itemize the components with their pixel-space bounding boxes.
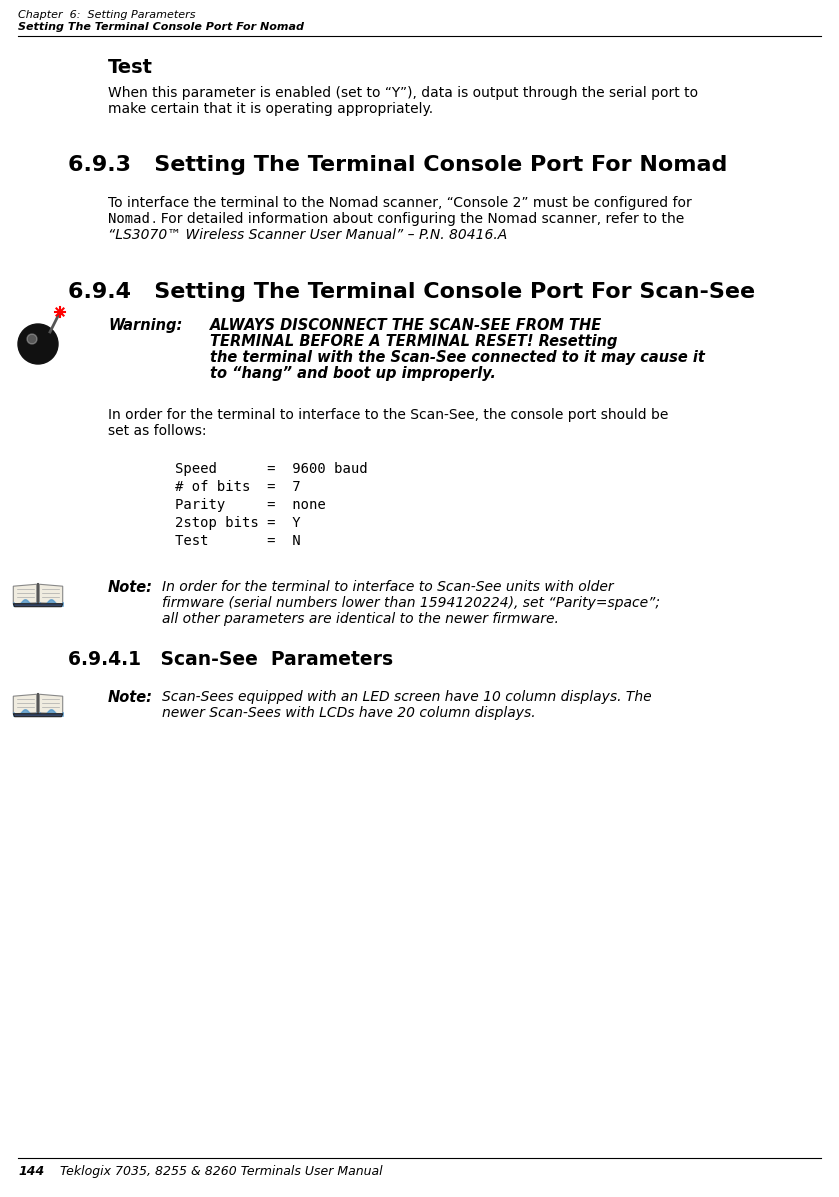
Text: to “hang” and boot up improperly.: to “hang” and boot up improperly. xyxy=(210,366,496,381)
Polygon shape xyxy=(39,694,63,713)
Text: Warning:: Warning: xyxy=(108,318,182,333)
Text: make certain that it is operating appropriately.: make certain that it is operating approp… xyxy=(108,102,433,116)
Text: 6.9.4.1   Scan-See  Parameters: 6.9.4.1 Scan-See Parameters xyxy=(68,650,393,669)
Text: 144: 144 xyxy=(18,1165,44,1178)
Text: “LS3070™ Wireless Scanner User Manual” – P.N. 80416.A: “LS3070™ Wireless Scanner User Manual” –… xyxy=(108,227,508,242)
Text: In order for the terminal to interface to Scan-See units with older: In order for the terminal to interface t… xyxy=(162,581,613,594)
Polygon shape xyxy=(13,584,37,603)
Text: Speed      =  9600 baud: Speed = 9600 baud xyxy=(175,462,367,476)
Text: When this parameter is enabled (set to “Y”), data is output through the serial p: When this parameter is enabled (set to “… xyxy=(108,86,698,101)
Text: Chapter  6:  Setting Parameters: Chapter 6: Setting Parameters xyxy=(18,10,195,20)
Text: set as follows:: set as follows: xyxy=(108,424,206,438)
Text: Teklogix 7035, 8255 & 8260 Terminals User Manual: Teklogix 7035, 8255 & 8260 Terminals Use… xyxy=(60,1165,383,1178)
Text: firmware (serial numbers lower than 1594120224), set “Parity=space”;: firmware (serial numbers lower than 1594… xyxy=(162,596,660,610)
Polygon shape xyxy=(13,713,63,717)
Circle shape xyxy=(18,324,58,364)
Text: Test: Test xyxy=(108,57,153,77)
Text: To interface the terminal to the Nomad scanner, “Console 2” must be configured f: To interface the terminal to the Nomad s… xyxy=(108,196,691,209)
Text: 6.9.3   Setting The Terminal Console Port For Nomad: 6.9.3 Setting The Terminal Console Port … xyxy=(68,154,727,175)
Text: the terminal with the Scan-See connected to it may cause it: the terminal with the Scan-See connected… xyxy=(210,350,705,365)
Text: . For detailed information about configuring the Nomad scanner, refer to the: . For detailed information about configu… xyxy=(152,212,685,226)
Text: newer Scan-Sees with LCDs have 20 column displays.: newer Scan-Sees with LCDs have 20 column… xyxy=(162,706,535,721)
Text: Test       =  N: Test = N xyxy=(175,534,300,548)
Text: 2stop bits =  Y: 2stop bits = Y xyxy=(175,516,300,530)
Text: Parity     =  none: Parity = none xyxy=(175,498,326,512)
Polygon shape xyxy=(13,603,63,607)
Text: TERMINAL BEFORE A TERMINAL RESET! Resetting: TERMINAL BEFORE A TERMINAL RESET! Resett… xyxy=(210,334,618,350)
Text: all other parameters are identical to the newer firmware.: all other parameters are identical to th… xyxy=(162,612,559,626)
Circle shape xyxy=(27,334,37,344)
Text: 6.9.4   Setting The Terminal Console Port For Scan-See: 6.9.4 Setting The Terminal Console Port … xyxy=(68,282,755,302)
Text: Nomad: Nomad xyxy=(108,212,150,226)
Text: ALWAYS DISCONNECT THE SCAN-SEE FROM THE: ALWAYS DISCONNECT THE SCAN-SEE FROM THE xyxy=(210,318,602,333)
Polygon shape xyxy=(13,694,37,713)
Text: In order for the terminal to interface to the Scan-See, the console port should : In order for the terminal to interface t… xyxy=(108,408,669,423)
Text: Note:: Note: xyxy=(108,689,153,705)
Text: Scan-Sees equipped with an LED screen have 10 column displays. The: Scan-Sees equipped with an LED screen ha… xyxy=(162,689,652,704)
Polygon shape xyxy=(39,584,63,603)
Text: # of bits  =  7: # of bits = 7 xyxy=(175,480,300,494)
Text: Setting The Terminal Console Port For Nomad: Setting The Terminal Console Port For No… xyxy=(18,22,304,32)
Text: Note:: Note: xyxy=(108,581,153,595)
